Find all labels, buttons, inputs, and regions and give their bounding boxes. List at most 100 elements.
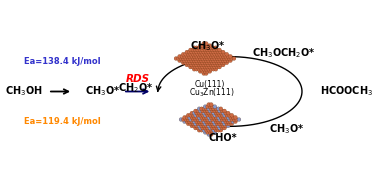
Circle shape	[207, 124, 211, 128]
Circle shape	[186, 117, 190, 122]
Circle shape	[209, 124, 213, 128]
Circle shape	[197, 107, 201, 111]
Circle shape	[208, 126, 212, 130]
Circle shape	[191, 61, 195, 65]
Circle shape	[184, 52, 187, 56]
Circle shape	[192, 63, 196, 67]
Text: Ea=138.4 kJ/mol: Ea=138.4 kJ/mol	[24, 57, 100, 66]
Circle shape	[200, 120, 203, 124]
Circle shape	[231, 120, 235, 124]
Circle shape	[190, 111, 194, 115]
Circle shape	[208, 65, 212, 69]
Circle shape	[216, 63, 220, 67]
Circle shape	[220, 109, 224, 113]
Circle shape	[210, 52, 214, 56]
Circle shape	[204, 46, 208, 50]
Circle shape	[219, 111, 223, 115]
Circle shape	[215, 48, 219, 52]
Circle shape	[181, 57, 185, 60]
Circle shape	[195, 115, 199, 119]
Circle shape	[190, 63, 194, 67]
Circle shape	[218, 65, 222, 69]
Circle shape	[211, 126, 214, 130]
Circle shape	[197, 128, 201, 132]
Circle shape	[194, 113, 197, 117]
Circle shape	[229, 120, 232, 124]
Circle shape	[192, 124, 196, 128]
Circle shape	[192, 67, 196, 71]
Circle shape	[208, 48, 212, 52]
Circle shape	[217, 115, 220, 119]
Circle shape	[228, 54, 232, 58]
Circle shape	[206, 69, 209, 73]
Circle shape	[191, 113, 195, 117]
Circle shape	[225, 113, 229, 117]
Circle shape	[202, 63, 206, 67]
Circle shape	[178, 54, 181, 58]
Circle shape	[206, 109, 209, 113]
Circle shape	[228, 59, 232, 63]
Text: CHO*: CHO*	[208, 133, 237, 143]
Circle shape	[203, 44, 207, 48]
Circle shape	[186, 113, 190, 117]
Circle shape	[225, 57, 229, 60]
Circle shape	[200, 59, 203, 63]
Circle shape	[185, 59, 189, 63]
Circle shape	[216, 50, 220, 54]
Circle shape	[211, 109, 214, 113]
Circle shape	[202, 107, 206, 111]
Circle shape	[221, 54, 225, 58]
Circle shape	[209, 54, 213, 58]
Circle shape	[200, 124, 203, 128]
Circle shape	[195, 63, 198, 67]
Circle shape	[207, 120, 211, 124]
Circle shape	[204, 111, 208, 115]
Circle shape	[195, 111, 199, 115]
Circle shape	[209, 107, 213, 111]
Circle shape	[194, 122, 197, 126]
Circle shape	[187, 59, 191, 63]
Circle shape	[226, 124, 230, 128]
Circle shape	[203, 105, 207, 109]
Circle shape	[200, 128, 203, 132]
Circle shape	[192, 50, 196, 54]
Circle shape	[201, 117, 204, 122]
Circle shape	[221, 59, 225, 63]
Circle shape	[202, 54, 206, 58]
Circle shape	[206, 126, 209, 130]
Circle shape	[203, 117, 207, 122]
Circle shape	[228, 117, 231, 122]
Text: CH$_3$OCH$_2$O*: CH$_3$OCH$_2$O*	[251, 46, 315, 60]
Circle shape	[222, 120, 225, 124]
Circle shape	[222, 52, 226, 56]
Circle shape	[215, 122, 219, 126]
Circle shape	[191, 122, 195, 126]
Circle shape	[228, 122, 231, 126]
Circle shape	[214, 59, 218, 63]
Circle shape	[204, 115, 208, 119]
Circle shape	[224, 111, 228, 115]
Circle shape	[187, 54, 191, 58]
Circle shape	[212, 67, 215, 71]
Circle shape	[191, 48, 195, 52]
Circle shape	[206, 130, 209, 134]
Circle shape	[206, 113, 209, 117]
Circle shape	[203, 65, 207, 69]
Circle shape	[214, 120, 218, 124]
Text: HCOOCH$_3$: HCOOCH$_3$	[320, 85, 373, 98]
Circle shape	[196, 65, 200, 69]
Circle shape	[217, 128, 220, 132]
Circle shape	[204, 54, 208, 58]
Circle shape	[197, 50, 201, 54]
Circle shape	[209, 120, 213, 124]
Circle shape	[191, 117, 195, 122]
Circle shape	[195, 124, 199, 128]
Circle shape	[208, 113, 212, 117]
Circle shape	[206, 48, 209, 52]
Circle shape	[232, 57, 236, 60]
Text: CH$_3$O*: CH$_3$O*	[269, 122, 304, 136]
Circle shape	[187, 63, 191, 67]
Circle shape	[210, 61, 214, 65]
Circle shape	[195, 67, 198, 71]
Circle shape	[230, 122, 234, 126]
